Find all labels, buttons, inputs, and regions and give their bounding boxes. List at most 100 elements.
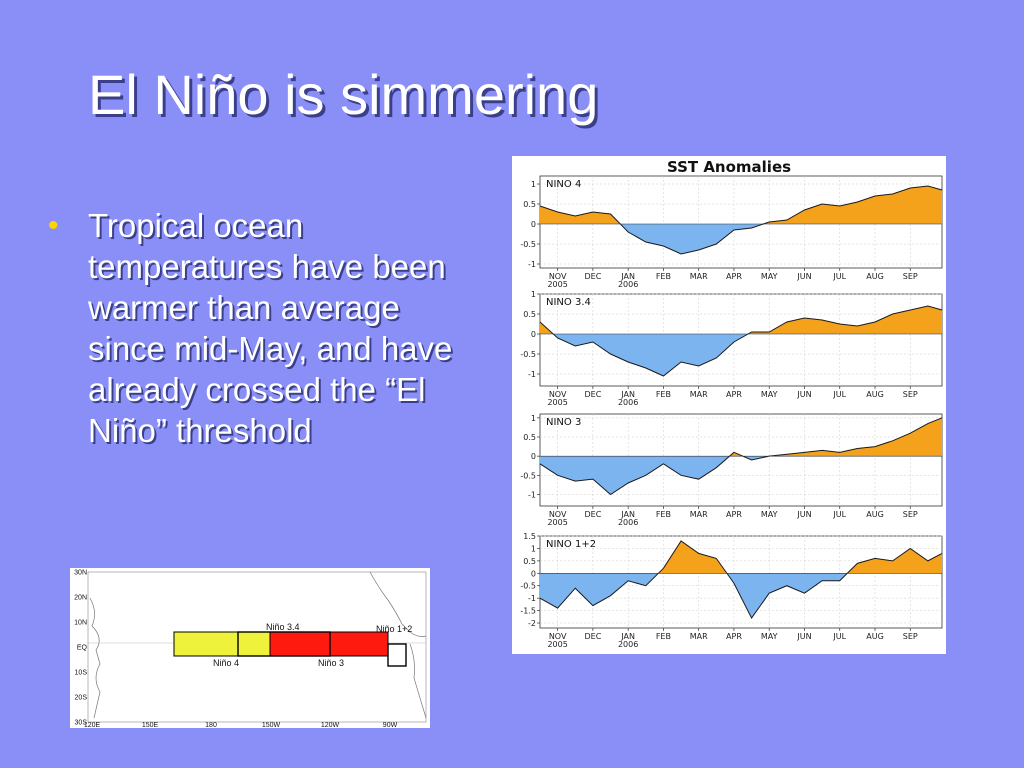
y-tick-label: 0.5	[523, 433, 536, 442]
month-label: FEB	[656, 272, 671, 281]
bullet-text: Tropical ocean temperatures have been wa…	[88, 207, 453, 449]
month-label: FEB	[656, 632, 671, 641]
month-label: NOV	[549, 390, 567, 399]
month-label: MAY	[761, 632, 778, 641]
month-label: AUG	[866, 390, 884, 399]
month-label: AUG	[866, 510, 884, 519]
lon-label: 150E	[142, 722, 159, 728]
anomaly-line	[539, 540, 943, 620]
lon-label: 120W	[321, 722, 340, 728]
nino3-region	[269, 631, 389, 657]
y-tick-label: 0	[531, 330, 536, 339]
y-tick-label: 0.5	[523, 200, 536, 209]
chart-title: SST Anomalies	[667, 158, 791, 176]
sst-anomalies-svg: SST Anomalies 1 0.5 0 -0.5 -1 NINO 4 NOV DEC JAN…	[520, 158, 943, 649]
month-label: MAR	[690, 632, 708, 641]
lon-label: 150W	[262, 722, 281, 728]
bullet-item: • Tropical ocean temperatures have been …	[48, 205, 468, 451]
panel-label-1: NINO 3.4	[546, 297, 591, 308]
month-label: NOV	[549, 632, 567, 641]
month-label: MAR	[690, 390, 708, 399]
month-label: NOV	[549, 272, 567, 281]
year-label: 2005	[547, 280, 567, 289]
nino3-label: Niño 3	[318, 658, 344, 668]
month-label: MAY	[761, 510, 778, 519]
positive-anomaly-area	[540, 540, 942, 574]
month-label: DEC	[584, 390, 601, 399]
y-tick-label: -0.5	[520, 582, 536, 591]
month-label: SEP	[903, 390, 918, 399]
central-america-coastline	[369, 571, 427, 637]
month-label: SEP	[903, 632, 918, 641]
y-tick-label: -1	[528, 370, 536, 379]
month-label: JUL	[832, 272, 846, 281]
month-label: JUN	[796, 510, 811, 519]
month-label: MAR	[690, 272, 708, 281]
month-label: JUL	[832, 390, 846, 399]
south-america-coastline	[409, 643, 427, 719]
month-label: FEB	[656, 510, 671, 519]
month-label: DEC	[584, 272, 601, 281]
year-label: 2005	[547, 640, 567, 649]
panel-label-0: NINO 4	[546, 179, 581, 190]
lat-label: 30N	[74, 570, 87, 577]
negative-anomaly-area	[540, 224, 942, 254]
y-tick-label: 0.5	[523, 310, 536, 319]
lat-label: EQ	[77, 645, 88, 652]
lat-label: 20N	[74, 595, 87, 602]
y-tick-label: 1	[531, 414, 536, 423]
nino12-label: Niño 1+2	[376, 624, 412, 634]
lat-label: 20S	[75, 695, 88, 702]
month-label: NOV	[549, 510, 567, 519]
month-label: SEP	[903, 272, 918, 281]
month-label: APR	[726, 632, 742, 641]
month-label: MAY	[761, 390, 778, 399]
year-label: 2006	[618, 640, 638, 649]
y-tick-label: 0	[531, 220, 536, 229]
lat-label: 10N	[74, 620, 87, 627]
lon-label: 90W	[383, 722, 398, 728]
month-label: JAN	[620, 272, 635, 281]
month-label: JUN	[796, 390, 811, 399]
y-tick-label: -2	[528, 619, 536, 628]
month-label: MAY	[761, 272, 778, 281]
positive-anomaly-area	[729, 417, 942, 457]
nino4-label: Niño 4	[213, 658, 239, 668]
year-label: 2006	[618, 518, 638, 527]
nino4-region	[173, 631, 271, 657]
y-tick-label: 1	[531, 290, 536, 299]
lat-label: 10S	[75, 670, 88, 677]
bullet-dot-icon: •	[48, 209, 59, 242]
year-label: 2006	[618, 280, 638, 289]
nino34-label: Niño 3.4	[266, 622, 300, 632]
month-label: MAR	[690, 510, 708, 519]
sst-anomalies-chart: SST Anomalies 1 0.5 0 -0.5 -1 NINO 4 NOV DEC JAN…	[512, 156, 946, 654]
y-tick-label: -0.5	[520, 471, 536, 480]
y-tick-label: -0.5	[520, 240, 536, 249]
anomaly-line	[539, 305, 943, 377]
y-tick-label: -1	[528, 260, 536, 269]
month-label: JAN	[620, 390, 635, 399]
month-label: JAN	[620, 510, 635, 519]
panel-label-2: NINO 3	[546, 417, 581, 428]
month-label: JUL	[832, 632, 846, 641]
month-label: SEP	[903, 510, 918, 519]
negative-anomaly-area	[540, 334, 942, 376]
slide-title: El Niño is simmering	[88, 63, 599, 126]
y-tick-label: -1.5	[520, 607, 536, 616]
y-tick-label: -1	[528, 491, 536, 500]
nino12-region	[387, 643, 407, 667]
year-label: 2005	[547, 398, 567, 407]
lon-label: 120E	[84, 722, 101, 728]
positive-anomaly-area	[540, 186, 942, 224]
month-label: DEC	[584, 510, 601, 519]
y-tick-label: 1	[531, 544, 536, 553]
month-label: JAN	[620, 632, 635, 641]
month-label: DEC	[584, 632, 601, 641]
month-label: APR	[726, 272, 742, 281]
y-tick-label: 0	[531, 452, 536, 461]
nino-regions-map: Niño 3.4 Niño 1+2 Niño 4 Niño 3 30N 20N 10…	[70, 568, 430, 728]
year-label: 2005	[547, 518, 567, 527]
y-tick-label: 0	[531, 569, 536, 578]
month-label: AUG	[866, 632, 884, 641]
